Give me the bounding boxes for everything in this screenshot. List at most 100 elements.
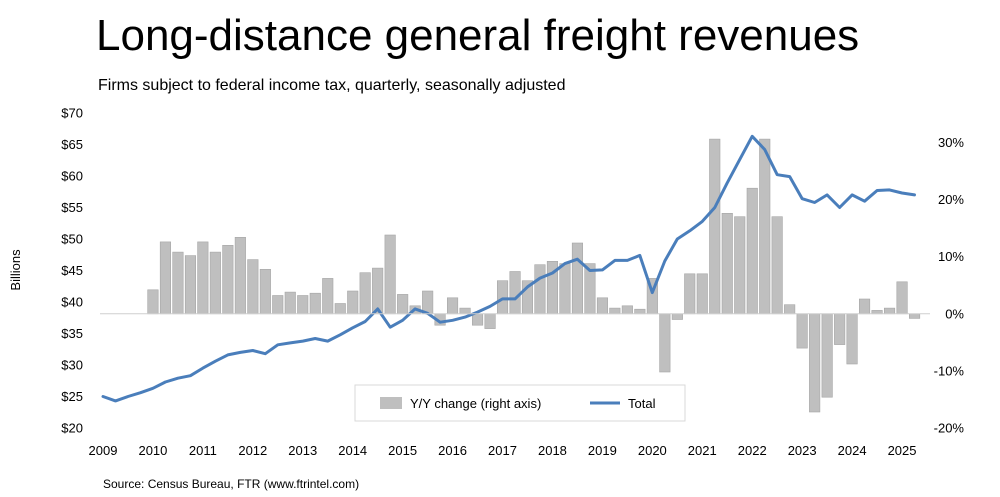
yoy-bar: [459, 307, 471, 315]
total-line: [101, 134, 916, 403]
yoy-bar: [784, 304, 796, 315]
x-tick-label: 2024: [838, 443, 867, 458]
left-tick-label: $40: [61, 295, 83, 310]
yoy-bar: [834, 313, 846, 345]
yoy-bar: [247, 259, 259, 315]
yoy-bar: [746, 187, 758, 315]
yoy-bar: [734, 216, 746, 315]
x-tick-label: 2011: [189, 443, 217, 458]
chart-subtitle: Firms subject to federal income tax, qua…: [98, 77, 566, 94]
legend-line-label: Total: [628, 396, 656, 411]
yoy-bar: [484, 313, 496, 329]
yoy-bar: [209, 251, 221, 315]
yoy-bar: [147, 289, 159, 315]
x-tick-label: 2021: [688, 443, 717, 458]
left-tick-label: $35: [61, 326, 83, 341]
right-axis: -20% -10% 0% 10% 20% 30%: [934, 135, 965, 436]
x-axis: 2009 2010 2011 2012 2013 2014 2015 2016 2017 2018…: [89, 443, 917, 458]
source-note: Source: Census Bureau, FTR (www.ftrintel…: [103, 477, 360, 491]
yoy-bar: [496, 280, 509, 315]
right-tick-label: 10%: [938, 249, 964, 264]
yoy-bar: [896, 281, 908, 315]
left-tick-label: $30: [61, 358, 83, 373]
left-tick-label: $55: [61, 200, 83, 215]
left-tick-label: $60: [61, 169, 83, 184]
yoy-bar: [821, 313, 833, 398]
left-tick-label: $65: [61, 137, 83, 152]
x-tick-label: 2017: [488, 443, 517, 458]
legend: Y/Y change (right axis) Total: [354, 384, 686, 422]
right-tick-label: 0%: [945, 306, 964, 321]
yoy-bar: [871, 310, 883, 315]
left-tick-label: $25: [61, 389, 83, 404]
yoy-bar: [471, 313, 484, 326]
yoy-bar: [347, 290, 359, 315]
yoy-bar: [272, 295, 284, 315]
yoy-bar: [422, 290, 434, 315]
x-tick-label: 2014: [338, 443, 367, 458]
x-tick-label: 2009: [89, 443, 118, 458]
y-axis-label: Billions: [8, 249, 23, 291]
x-tick-label: 2013: [288, 443, 317, 458]
yoy-bar: [334, 303, 346, 315]
yoy-bar: [883, 307, 896, 315]
yoy-bar: [659, 313, 671, 373]
yoy-bar: [509, 271, 521, 315]
yoy-bar: [534, 264, 546, 315]
yoy-bar: [571, 242, 584, 315]
right-tick-label: -20%: [934, 421, 965, 436]
total-series-line: [101, 134, 916, 403]
yoy-bar: [796, 313, 808, 349]
x-tick-label: 2020: [638, 443, 667, 458]
left-tick-label: $70: [61, 106, 83, 121]
yoy-bar: [634, 308, 646, 315]
yoy-bar: [809, 313, 821, 413]
yoy-bar: [671, 313, 683, 320]
yoy-bar: [284, 291, 296, 315]
yoy-bar: [322, 278, 334, 315]
left-tick-label: $20: [61, 421, 83, 436]
legend-box: [354, 384, 686, 422]
yoy-bar: [908, 313, 921, 319]
yoy-bar: [609, 307, 621, 315]
yoy-bar: [684, 273, 696, 315]
yoy-bars: [147, 138, 921, 413]
yoy-bar: [309, 292, 321, 315]
yoy-bar: [297, 295, 309, 315]
yoy-bar: [721, 213, 733, 315]
yoy-bar: [359, 272, 371, 315]
yoy-bar: [372, 267, 384, 315]
x-tick-label: 2010: [138, 443, 167, 458]
right-tick-label: 20%: [938, 192, 964, 207]
yoy-bar: [172, 251, 184, 315]
yoy-bar: [759, 138, 771, 315]
x-tick-label: 2016: [438, 443, 467, 458]
yoy-bar: [446, 297, 459, 315]
yoy-bar: [197, 241, 209, 315]
yoy-bar: [384, 234, 396, 315]
yoy-bar: [397, 294, 409, 315]
legend-bar-label: Y/Y change (right axis): [410, 396, 541, 411]
yoy-bar: [709, 138, 721, 315]
yoy-bar: [159, 241, 171, 315]
x-tick-label: 2022: [738, 443, 767, 458]
left-tick-label: $50: [61, 232, 83, 247]
x-tick-label: 2015: [388, 443, 417, 458]
x-tick-label: 2023: [788, 443, 817, 458]
yoy-bar: [596, 297, 609, 315]
yoy-bar: [184, 255, 196, 315]
x-tick-label: 2012: [238, 443, 267, 458]
x-tick-label: 2025: [888, 443, 917, 458]
yoy-bar: [259, 268, 271, 315]
chart-title: Long-distance general freight revenues: [96, 11, 860, 60]
right-tick-label: 30%: [938, 135, 964, 150]
x-tick-label: 2019: [588, 443, 617, 458]
yoy-bar: [858, 298, 871, 315]
yoy-bar: [621, 305, 633, 315]
left-tick-label: $45: [61, 263, 83, 278]
yoy-bar: [222, 245, 234, 315]
yoy-bar: [696, 273, 708, 315]
yoy-bar: [559, 263, 571, 315]
left-axis: $20 $25 $30 $35 $40 $45 $50 $55 $60 $65 $70: [61, 106, 83, 436]
